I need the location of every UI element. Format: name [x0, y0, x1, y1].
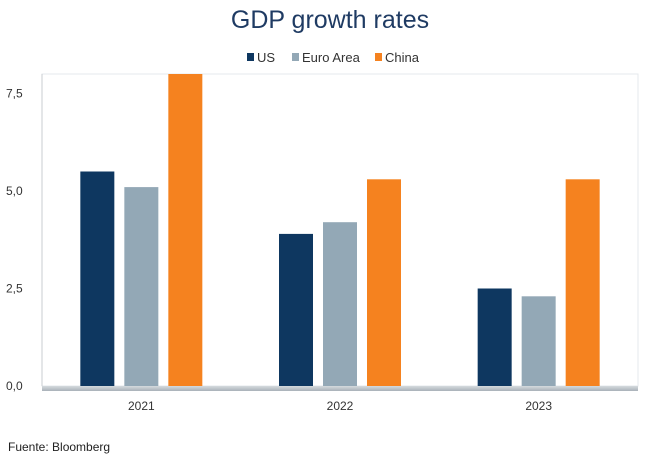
- legend-swatch-us: [247, 53, 254, 61]
- legend-label-euro-area: Euro Area: [302, 50, 361, 65]
- y-tick-label: 7,5: [6, 87, 23, 101]
- bar-china-2021: [168, 74, 203, 386]
- legend-label-china: China: [385, 50, 420, 65]
- bar-china-2022: [367, 179, 401, 386]
- bar-euro-area-2022: [323, 222, 357, 386]
- chart-title: GDP growth rates: [231, 6, 429, 34]
- y-tick-label: 2,5: [6, 282, 23, 296]
- x-axis-baseline: [42, 386, 638, 391]
- bar-us-2023: [477, 288, 512, 386]
- y-axis-ticks: 0,0 2,5 5,0 7,5: [6, 87, 23, 394]
- bar-euro-area-2021: [124, 187, 159, 386]
- x-tick-label: 2023: [525, 399, 552, 413]
- x-tick-label: 2021: [128, 399, 155, 413]
- legend-label-us: US: [257, 50, 275, 65]
- bars-group: [80, 74, 600, 386]
- y-tick-label: 0,0: [6, 379, 23, 393]
- bar-us-2022: [279, 233, 313, 386]
- legend-swatch-china: [375, 53, 382, 61]
- y-tick-label: 5,0: [6, 184, 23, 198]
- chart-legend: US Euro Area China: [247, 50, 420, 65]
- source-note: Fuente: Bloomberg: [8, 440, 111, 454]
- x-axis-ticks: 2021 2022 2023: [128, 399, 552, 413]
- x-tick-label: 2022: [327, 399, 354, 413]
- bar-euro-area-2023: [521, 296, 556, 386]
- bar-china-2023: [565, 179, 600, 386]
- legend-swatch-euro-area: [292, 53, 299, 61]
- bar-us-2021: [80, 171, 115, 386]
